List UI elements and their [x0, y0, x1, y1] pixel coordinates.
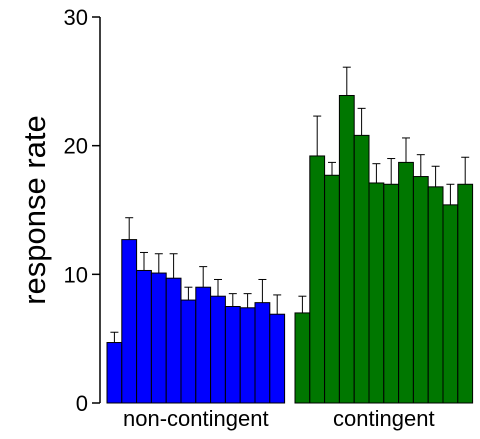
bar — [106, 342, 123, 404]
y-axis-label: response rate — [17, 115, 52, 305]
bar — [412, 176, 429, 404]
y-tick-label: 0 — [76, 391, 88, 416]
bar — [442, 204, 459, 404]
bar — [254, 302, 271, 404]
bar — [457, 183, 474, 404]
bar — [338, 94, 355, 404]
bar — [269, 313, 286, 404]
bar — [121, 239, 138, 404]
error-bars — [110, 66, 470, 343]
bars — [106, 94, 474, 404]
bar — [150, 272, 167, 404]
bar — [195, 286, 212, 404]
y-tick-label: 10 — [64, 262, 88, 287]
bar — [136, 269, 152, 404]
bar — [165, 277, 182, 404]
group-label: non-contingent — [123, 406, 269, 431]
bar — [239, 307, 256, 404]
bar — [427, 186, 444, 404]
bar — [180, 299, 197, 404]
bar — [224, 306, 241, 404]
group-label: contingent — [333, 406, 435, 431]
bar — [324, 174, 340, 404]
y-axis: 0 10 20 30 — [64, 5, 101, 416]
bar — [294, 312, 311, 404]
bar — [383, 183, 400, 404]
group-labels: non-contingent contingent — [123, 406, 435, 431]
bar — [368, 182, 385, 404]
y-tick-label: 30 — [64, 5, 88, 30]
bar — [398, 161, 414, 404]
y-tick-label: 20 — [64, 134, 88, 159]
bar — [309, 155, 326, 404]
bar — [353, 134, 370, 404]
bar — [210, 295, 226, 404]
